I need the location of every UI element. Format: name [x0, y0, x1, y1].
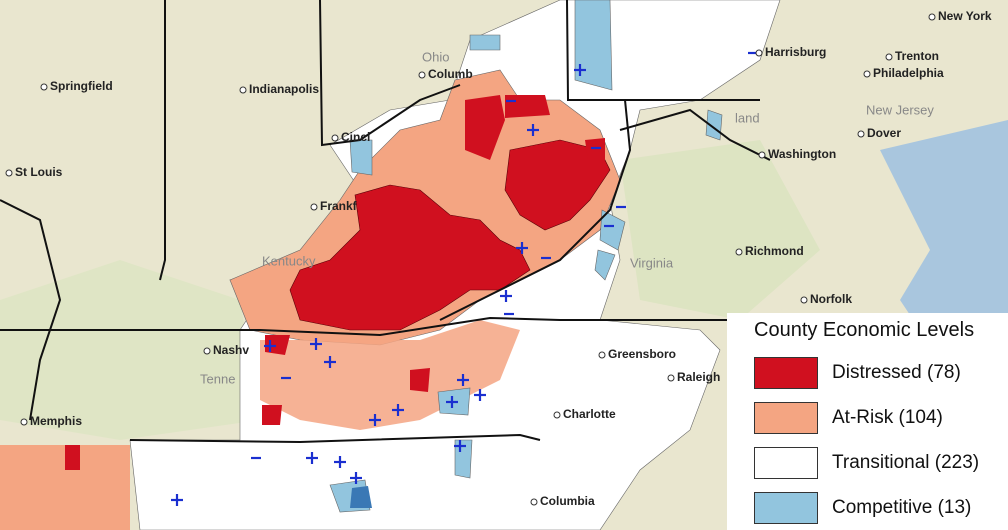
region-label: New Jersey: [866, 102, 934, 117]
legend-swatch: [754, 491, 818, 524]
city-label: Greensboro: [608, 347, 676, 361]
place-dot: [20, 418, 28, 426]
city-label: Columb: [428, 67, 473, 81]
region-competitive: [350, 486, 372, 508]
place-dot: [203, 347, 211, 355]
place-dot: [758, 151, 766, 159]
region-distressed: [289, 184, 531, 331]
legend-label: Transitional (223): [832, 451, 980, 473]
legend-title: County Economic Levels: [754, 319, 975, 341]
city-label: Indianapolis: [249, 82, 319, 96]
region-distressed: [505, 95, 550, 118]
region-label: Virginia: [630, 255, 674, 270]
place-dot: [885, 53, 893, 61]
place-dot: [863, 70, 871, 78]
city-label: Nashv: [213, 343, 249, 357]
city-label: St Louis: [15, 165, 63, 179]
place-dot: [800, 296, 808, 304]
place-dot: [928, 13, 936, 21]
legend-label: Distressed (78): [832, 361, 961, 383]
place-dot: [331, 134, 339, 142]
region-label: Tenne: [200, 371, 235, 386]
place-dot: [418, 71, 426, 79]
city-label: Washington: [768, 147, 836, 161]
place-dot: [667, 374, 675, 382]
city-label: Columbia: [540, 494, 595, 508]
city-label: Richmond: [745, 244, 804, 258]
city-label: Frankf: [320, 199, 358, 213]
legend-swatch: [754, 356, 818, 389]
terrain: [0, 260, 260, 440]
region-label: Ohio: [422, 49, 449, 64]
place-dot: [735, 248, 743, 256]
region-label: Kentucky: [262, 253, 316, 268]
legend-label: Competitive (13): [832, 496, 972, 518]
city-label: Raleigh: [677, 370, 720, 384]
ocean: [880, 120, 1008, 330]
legend-item: Distressed (78): [754, 350, 1008, 395]
place-dot: [598, 351, 606, 359]
place-dot: [239, 86, 247, 94]
legend-swatch: [754, 446, 818, 479]
region-distressed: [465, 95, 505, 160]
state-borders: [0, 0, 771, 444]
city-label: Springfield: [50, 79, 113, 93]
legend-item: Competitive (13): [754, 485, 1008, 530]
change-markers: [171, 51, 758, 506]
place-dot: [40, 83, 48, 91]
region-competitive: [329, 0, 723, 513]
legend-item: Transitional (223): [754, 440, 1008, 485]
city-label: Cinci: [341, 130, 370, 144]
region-distressed: [504, 139, 611, 231]
place-dot: [857, 130, 865, 138]
place-dot: [5, 169, 13, 177]
city-label: Norfolk: [810, 292, 852, 306]
city-label: Dover: [867, 126, 901, 140]
city-label: Memphis: [30, 414, 82, 428]
city-label: Philadelphia: [873, 66, 944, 80]
legend-label: At-Risk (104): [832, 406, 943, 428]
terrain: [620, 140, 820, 320]
legend: County Economic Levels Distressed (78) At…: [727, 313, 1008, 530]
place-dot: [310, 203, 318, 211]
place-dot: [755, 49, 763, 57]
legend-item: At-Risk (104): [754, 395, 1008, 440]
region-label: land: [735, 110, 760, 125]
city-label: Charlotte: [563, 407, 616, 421]
place-dot: [553, 411, 561, 419]
city-label: Harrisburg: [765, 45, 826, 59]
city-label: Trenton: [895, 49, 939, 63]
city-label: New York: [938, 9, 992, 23]
legend-swatch: [754, 401, 818, 434]
region-at-risk: [0, 445, 130, 530]
place-dot: [530, 498, 538, 506]
